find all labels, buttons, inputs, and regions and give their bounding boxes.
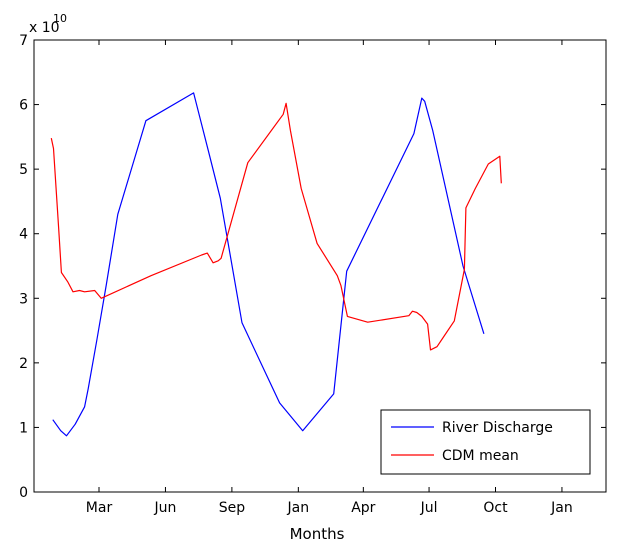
y-tick-label: 7 [19,33,28,49]
x-tick-label: Jan [550,500,573,516]
legend: River Discharge CDM mean [380,409,591,475]
y-tick-label: 3 [19,291,28,307]
x-tick-label: Oct [483,500,508,516]
legend-label-cdm-mean: CDM mean [442,448,519,464]
legend-label-river-discharge: River Discharge [442,420,553,436]
y-tick-label: 1 [19,420,28,436]
x-axis-label: Months [290,525,345,543]
x-tick-label: Sep [219,500,246,516]
y-tick-label: 0 [19,485,28,501]
ticks-layer: 0 1 2 3 4 5 6 7 Mar Jun Sep Jan Apr Jul Oct Jan [19,33,606,516]
x-tick-label: Jan [287,500,310,516]
x-tick-label: Mar [86,500,113,516]
series-layer [50,92,502,437]
y-tick-label: 4 [19,227,28,243]
series-line-cdm-mean [50,102,502,351]
y-tick-label: 2 [19,356,28,372]
y-tick-label: 5 [19,162,28,178]
x-tick-label: Apr [351,500,375,516]
series-line-river-discharge [52,92,485,437]
y-multiplier-exponent: 10 [53,12,67,25]
y-tick-label: 6 [19,98,28,114]
y-multiplier-label: x 10 [29,20,60,36]
x-tick-label: Jul [420,500,438,516]
x-tick-label: Jun [154,500,177,516]
legend-box [380,409,591,475]
